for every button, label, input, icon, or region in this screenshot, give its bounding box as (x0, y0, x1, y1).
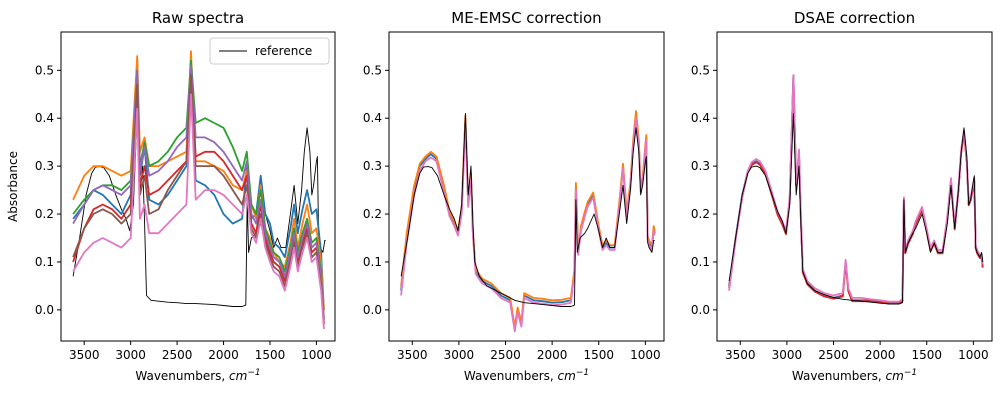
x-tick-label: 2500 (818, 348, 849, 362)
series-line-0 (728, 74, 984, 304)
y-tick-label: 0.4 (691, 111, 710, 125)
series-group (728, 74, 984, 305)
chart-panel-2: 3500 3000 2500 2000 1500 1000 0.0 0.1 0.2 0.3 0.4 0… (363, 9, 665, 383)
y-tick-label: 0.5 (35, 63, 54, 77)
y-tick-label: 0.0 (35, 303, 54, 317)
chart-title: Raw spectra (152, 9, 244, 27)
x-tick-label: 2500 (162, 348, 193, 362)
x-axis-label: Wavenumbers, cm−1 (464, 368, 589, 383)
x-tick-label: 1500 (255, 348, 286, 362)
y-tick-label: 0.5 (363, 63, 382, 77)
y-tick-label: 0.4 (363, 111, 382, 125)
chart-panel-1: 3500 3000 2500 2000 1500 1000 0.0 0.1 0.2 0.3 0.4 0… (6, 9, 336, 383)
x-tick-label: 2000 (865, 348, 896, 362)
x-tick-label: 1500 (911, 348, 942, 362)
x-tick-label: 3500 (397, 348, 428, 362)
chart-title: ME-EMSC correction (451, 9, 601, 27)
x-axis-label-text: Wavenumbers, (792, 369, 886, 383)
x-tick-label: 1000 (630, 348, 661, 362)
x-tick-label: 3500 (69, 348, 100, 362)
x-axis-label-exponent: −1 (576, 368, 589, 378)
x-tick-label: 3500 (725, 348, 756, 362)
y-tick-label: 0.3 (691, 159, 710, 173)
x-axis-label: Wavenumbers, cm−1 (135, 368, 260, 383)
series-line-1 (400, 110, 656, 328)
x-tick-label: 3000 (115, 348, 146, 362)
y-tick-label: 0.2 (691, 207, 710, 221)
y-tick-label: 0.1 (691, 255, 710, 269)
x-tick-label: 2000 (537, 348, 568, 362)
x-tick-label: 3000 (772, 348, 803, 362)
x-axis-label-text: Wavenumbers, (135, 369, 229, 383)
y-tick-label: 0.3 (35, 159, 54, 173)
series-line-2 (400, 117, 656, 333)
y-tick-label: 0.2 (363, 207, 382, 221)
y-tick-label: 0.2 (35, 207, 54, 221)
x-tick-label: 2000 (208, 348, 239, 362)
legend-box (209, 37, 330, 65)
x-axis-label-exponent: −1 (247, 368, 260, 378)
series-line-3 (728, 112, 984, 305)
chart-title: DSAE correction (794, 9, 915, 27)
x-tick-label: 3000 (444, 348, 475, 362)
x-axis-label-unit: cm (886, 369, 904, 383)
series-line-2 (728, 74, 984, 303)
y-tick-label: 0.3 (363, 159, 382, 173)
chart-panel-3: 3500 3000 2500 2000 1500 1000 0.0 0.1 0.2 0.3 0.4 0… (691, 9, 993, 383)
x-axis-label-exponent: −1 (904, 368, 917, 378)
x-tick-label: 2500 (490, 348, 521, 362)
y-tick-label: 0.4 (35, 111, 54, 125)
series-line-5 (72, 64, 325, 320)
y-tick-label: 0.5 (691, 63, 710, 77)
series-group (72, 50, 326, 330)
y-axis-label: Absorbance (6, 151, 20, 222)
x-tick-label: 1500 (583, 348, 614, 362)
x-tick-label: 1000 (301, 348, 332, 362)
x-axis-label: Wavenumbers, cm−1 (792, 368, 917, 383)
plot-frame (716, 31, 993, 342)
plot-frame (60, 31, 336, 342)
x-axis-label-unit: cm (558, 369, 576, 383)
series-line-3 (400, 112, 655, 307)
legend: reference (209, 37, 330, 65)
series-line-1 (728, 75, 984, 305)
plot-frame (388, 31, 665, 342)
x-axis-label-text: Wavenumbers, (464, 369, 558, 383)
x-tick-label: 1000 (958, 348, 989, 362)
legend-entry-label: reference (255, 44, 312, 58)
y-tick-label: 0.1 (363, 255, 382, 269)
y-tick-label: 0.0 (363, 303, 382, 317)
series-group (400, 110, 656, 333)
y-tick-label: 0.1 (35, 255, 54, 269)
y-tick-label: 0.0 (691, 303, 710, 317)
x-axis-label-unit: cm (229, 369, 247, 383)
series-line-7 (72, 93, 325, 330)
